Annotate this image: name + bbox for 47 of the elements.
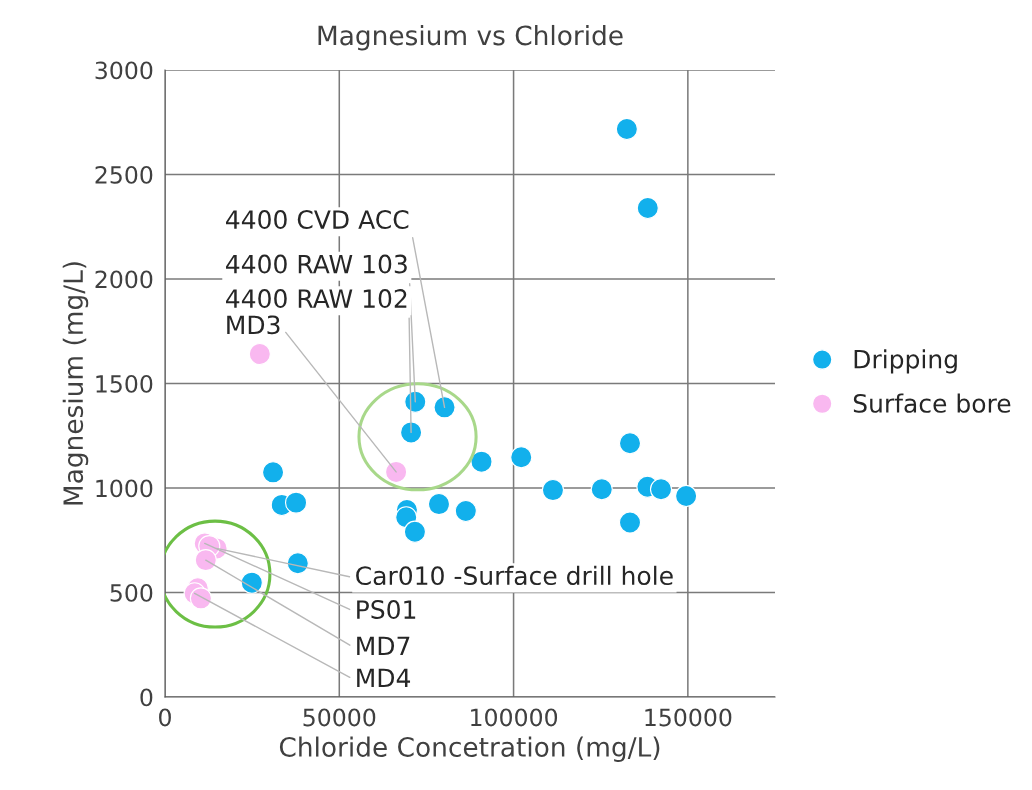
point bbox=[590, 478, 613, 501]
point bbox=[541, 479, 565, 502]
annotation: PS01 bbox=[357, 600, 416, 619]
point bbox=[470, 450, 493, 473]
annotation: 4400 RAW 102 bbox=[226, 289, 407, 308]
x-tick-label: 150000 bbox=[645, 708, 732, 727]
point bbox=[284, 491, 308, 514]
point bbox=[261, 461, 285, 484]
point bbox=[286, 552, 309, 575]
y-tick-label: 500 bbox=[110, 583, 153, 602]
legend-label: Surface bore bbox=[853, 393, 1011, 413]
point bbox=[618, 511, 642, 534]
y-tick-label: 1000 bbox=[96, 479, 153, 498]
y-tick-label: 0 bbox=[140, 688, 153, 707]
point bbox=[248, 342, 271, 366]
point bbox=[194, 549, 217, 572]
legend-label: Dripping bbox=[854, 349, 957, 374]
y-tick-label: 3000 bbox=[95, 61, 153, 80]
x-tick-label: 0 bbox=[159, 708, 171, 727]
point bbox=[427, 493, 451, 516]
point bbox=[649, 478, 673, 501]
point bbox=[433, 396, 456, 419]
annotation: MD7 bbox=[357, 636, 410, 655]
point bbox=[240, 571, 263, 594]
annotation: MD3 bbox=[227, 315, 280, 335]
annotation: 4400 CVD ACC bbox=[226, 210, 409, 229]
y-tick-label: 1500 bbox=[96, 374, 153, 393]
annotation: 4400 RAW 103 bbox=[226, 254, 407, 274]
annotation: Car010 -Surface drill hole bbox=[356, 565, 673, 586]
point bbox=[510, 446, 533, 469]
point bbox=[400, 421, 423, 444]
point bbox=[189, 587, 212, 610]
x-tick-label: 50000 bbox=[303, 708, 376, 727]
point bbox=[454, 499, 477, 523]
x-axis-title: Chloride Concetration (mg/L) bbox=[279, 736, 660, 763]
x-tick-label: 100000 bbox=[471, 708, 558, 727]
point bbox=[675, 484, 698, 508]
y-tick-label: 2000 bbox=[95, 270, 153, 289]
y-axis-title: Magnesium (mg/L) bbox=[62, 262, 89, 505]
point bbox=[403, 520, 427, 543]
annotation: MD4 bbox=[357, 668, 411, 687]
chart-title: Magnesium vs Chloride bbox=[318, 24, 623, 51]
point bbox=[636, 196, 659, 220]
point bbox=[618, 432, 642, 455]
point bbox=[615, 117, 638, 141]
point bbox=[385, 460, 408, 483]
y-tick-label: 2500 bbox=[95, 165, 153, 184]
